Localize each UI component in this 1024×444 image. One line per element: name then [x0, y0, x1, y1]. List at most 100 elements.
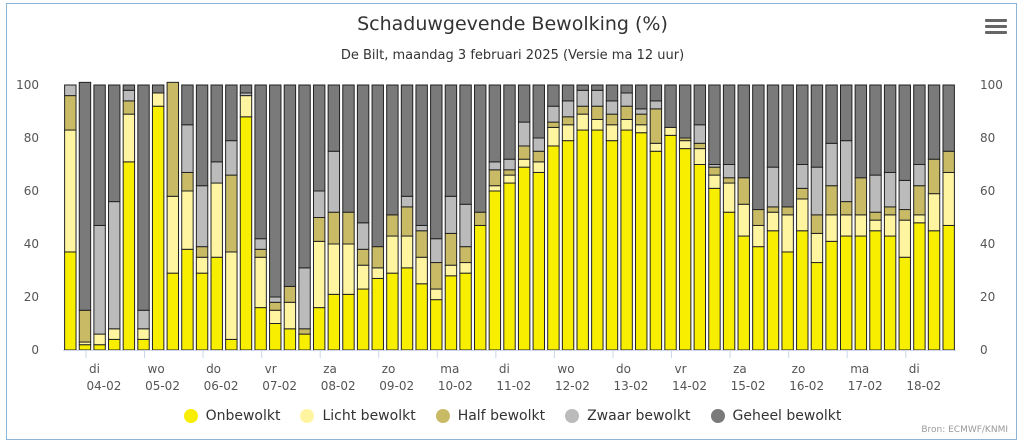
bar-21-half-bewolkt[interactable]	[371, 246, 384, 269]
bar-5-licht-bewolkt[interactable]	[137, 328, 150, 340]
bar-43-half-bewolkt[interactable]	[693, 142, 707, 150]
bar-7-licht-bewolkt[interactable]	[166, 195, 180, 274]
bar-25-onbewolkt[interactable]	[430, 299, 443, 351]
bar-59-licht-bewolkt[interactable]	[927, 193, 941, 232]
bar-1-half-bewolkt[interactable]	[78, 309, 92, 343]
bar-20-zwaar-bewolkt[interactable]	[356, 222, 370, 250]
bar-31-licht-bewolkt[interactable]	[517, 158, 531, 168]
bar-16-onbewolkt[interactable]	[298, 333, 311, 351]
legend-item-licht-bewolkt[interactable]: Licht bewolkt	[300, 408, 416, 424]
bar-30-geheel-bewolkt[interactable]	[503, 84, 516, 160]
bar-9-geheel-bewolkt[interactable]	[195, 84, 209, 187]
bar-34-licht-bewolkt[interactable]	[561, 124, 575, 142]
bar-19-onbewolkt[interactable]	[342, 293, 355, 351]
bar-30-half-bewolkt[interactable]	[503, 169, 516, 176]
bar-10-zwaar-bewolkt[interactable]	[210, 161, 223, 184]
bar-33-geheel-bewolkt[interactable]	[547, 84, 560, 107]
bar-28-half-bewolkt[interactable]	[474, 211, 487, 226]
bar-11-onbewolkt[interactable]	[225, 338, 238, 351]
bar-55-licht-bewolkt[interactable]	[869, 219, 882, 232]
bar-40-geheel-bewolkt[interactable]	[649, 84, 663, 102]
bar-17-half-bewolkt[interactable]	[312, 217, 326, 242]
bar-49-half-bewolkt[interactable]	[781, 206, 794, 216]
bar-26-licht-bewolkt[interactable]	[444, 264, 458, 277]
bar-21-licht-bewolkt[interactable]	[371, 267, 384, 279]
bar-2-geheel-bewolkt[interactable]	[93, 84, 106, 226]
bar-18-zwaar-bewolkt[interactable]	[327, 150, 341, 213]
bar-3-geheel-bewolkt[interactable]	[108, 84, 121, 203]
bar-44-licht-bewolkt[interactable]	[708, 174, 721, 189]
bar-17-geheel-bewolkt[interactable]	[312, 84, 326, 192]
bar-30-zwaar-bewolkt[interactable]	[503, 158, 516, 171]
bar-31-geheel-bewolkt[interactable]	[517, 84, 531, 123]
bar-17-licht-bewolkt[interactable]	[312, 240, 326, 309]
bar-45-geheel-bewolkt[interactable]	[722, 84, 736, 165]
bar-28-onbewolkt[interactable]	[474, 224, 487, 351]
bar-60-half-bewolkt[interactable]	[942, 150, 955, 173]
bar-34-onbewolkt[interactable]	[561, 140, 575, 351]
bar-8-half-bewolkt[interactable]	[181, 171, 194, 192]
bar-18-onbewolkt[interactable]	[327, 293, 341, 351]
bar-60-geheel-bewolkt[interactable]	[942, 84, 955, 152]
bar-43-geheel-bewolkt[interactable]	[693, 84, 707, 126]
bar-49-geheel-bewolkt[interactable]	[781, 84, 794, 208]
bar-32-zwaar-bewolkt[interactable]	[532, 137, 545, 152]
bar-28-geheel-bewolkt[interactable]	[474, 84, 487, 213]
bar-38-half-bewolkt[interactable]	[620, 105, 633, 120]
bar-6-geheel-bewolkt[interactable]	[151, 84, 165, 94]
bar-29-zwaar-bewolkt[interactable]	[488, 161, 502, 171]
bar-27-onbewolkt[interactable]	[459, 272, 472, 351]
bar-57-zwaar-bewolkt[interactable]	[898, 179, 911, 211]
bar-33-onbewolkt[interactable]	[547, 145, 560, 351]
bar-52-zwaar-bewolkt[interactable]	[825, 142, 838, 187]
bar-23-half-bewolkt[interactable]	[400, 206, 414, 237]
bar-56-half-bewolkt[interactable]	[883, 206, 897, 216]
bar-20-geheel-bewolkt[interactable]	[356, 84, 370, 224]
bar-25-half-bewolkt[interactable]	[430, 262, 443, 290]
bar-42-onbewolkt[interactable]	[678, 148, 692, 351]
bar-14-onbewolkt[interactable]	[269, 323, 282, 351]
bar-35-geheel-bewolkt[interactable]	[576, 84, 589, 91]
bar-52-geheel-bewolkt[interactable]	[825, 84, 838, 144]
bar-13-zwaar-bewolkt[interactable]	[254, 238, 267, 250]
bar-51-zwaar-bewolkt[interactable]	[810, 166, 824, 216]
bar-33-half-bewolkt[interactable]	[547, 121, 560, 128]
bar-13-licht-bewolkt[interactable]	[254, 256, 267, 309]
bar-31-zwaar-bewolkt[interactable]	[517, 121, 531, 147]
bar-57-licht-bewolkt[interactable]	[898, 219, 911, 258]
bar-3-onbewolkt[interactable]	[108, 338, 121, 351]
bar-55-half-bewolkt[interactable]	[869, 211, 882, 221]
bar-9-licht-bewolkt[interactable]	[195, 256, 209, 274]
bar-11-zwaar-bewolkt[interactable]	[225, 140, 238, 176]
bar-52-half-bewolkt[interactable]	[825, 185, 838, 216]
bar-39-licht-bewolkt[interactable]	[635, 124, 648, 134]
bar-30-licht-bewolkt[interactable]	[503, 174, 516, 184]
bar-42-licht-bewolkt[interactable]	[678, 140, 692, 150]
bar-0-licht-bewolkt[interactable]	[64, 129, 77, 253]
bar-60-licht-bewolkt[interactable]	[942, 171, 955, 226]
bar-29-licht-bewolkt[interactable]	[488, 185, 502, 192]
bar-21-onbewolkt[interactable]	[371, 277, 384, 351]
bar-46-licht-bewolkt[interactable]	[737, 203, 750, 237]
bar-14-geheel-bewolkt[interactable]	[269, 84, 282, 298]
bar-43-licht-bewolkt[interactable]	[693, 148, 707, 166]
bar-26-geheel-bewolkt[interactable]	[444, 84, 458, 197]
bar-7-onbewolkt[interactable]	[166, 272, 180, 351]
bar-37-licht-bewolkt[interactable]	[605, 124, 619, 142]
bar-11-licht-bewolkt[interactable]	[225, 251, 238, 340]
bar-18-licht-bewolkt[interactable]	[327, 243, 341, 295]
bar-48-onbewolkt[interactable]	[766, 230, 780, 351]
bar-25-zwaar-bewolkt[interactable]	[430, 238, 443, 264]
bar-13-onbewolkt[interactable]	[254, 307, 267, 351]
bar-31-half-bewolkt[interactable]	[517, 145, 531, 160]
bar-22-licht-bewolkt[interactable]	[386, 235, 399, 274]
bar-15-onbewolkt[interactable]	[283, 328, 297, 351]
bar-44-geheel-bewolkt[interactable]	[708, 84, 721, 165]
bar-19-geheel-bewolkt[interactable]	[342, 84, 355, 213]
bar-37-zwaar-bewolkt[interactable]	[605, 100, 619, 115]
bar-45-zwaar-bewolkt[interactable]	[722, 164, 736, 179]
bar-14-licht-bewolkt[interactable]	[269, 309, 282, 324]
bar-29-geheel-bewolkt[interactable]	[488, 84, 502, 163]
bar-17-onbewolkt[interactable]	[312, 307, 326, 351]
bar-7-half-bewolkt[interactable]	[166, 81, 180, 197]
